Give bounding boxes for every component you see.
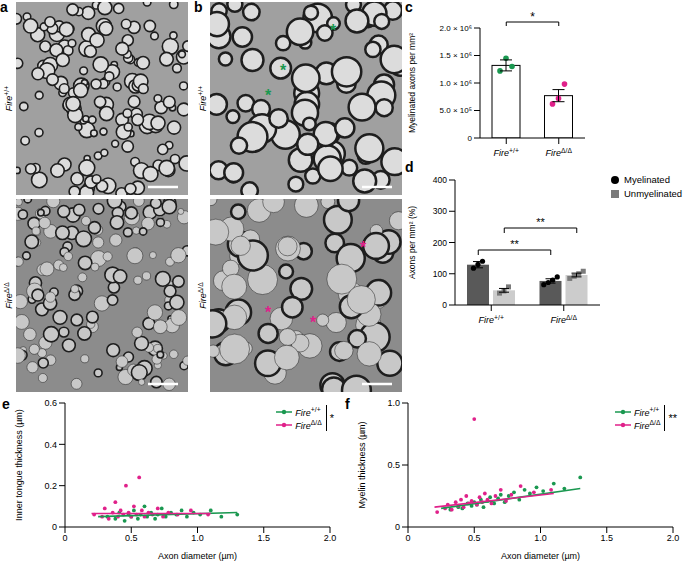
- svg-text:FireΔ/Δ: FireΔ/Δ: [197, 282, 208, 309]
- svg-text:0: 0: [52, 522, 57, 532]
- svg-text:Fire+/+: Fire+/+: [494, 147, 519, 158]
- svg-text:Axons per mm² (%): Axons per mm² (%): [407, 206, 417, 279]
- svg-text:200: 200: [433, 238, 447, 248]
- svg-text:FireΔ/Δ: FireΔ/Δ: [551, 314, 578, 325]
- html-text:a: a: [0, 0, 8, 15]
- html-text:d: d: [405, 159, 414, 175]
- html-text:Unmyelinated: Unmyelinated: [624, 188, 683, 199]
- svg-text:400: 400: [433, 175, 447, 185]
- svg-text:0: 0: [405, 533, 410, 543]
- svg-text:Axon diameter (µm): Axon diameter (µm): [158, 551, 237, 561]
- svg-text:0: 0: [442, 300, 447, 310]
- html-text:c: c: [405, 0, 413, 15]
- html-text:b: b: [194, 0, 203, 15]
- svg-text:*: *: [530, 10, 535, 24]
- svg-text:Fire+/+: Fire+/+: [197, 86, 208, 111]
- svg-text:**: **: [510, 238, 519, 250]
- svg-text:**: **: [536, 216, 545, 228]
- svg-text:0.5: 0.5: [387, 460, 400, 470]
- svg-text:2.0: 2.0: [667, 533, 680, 543]
- html-text:FireΔ/Δ: FireΔ/Δ: [634, 418, 661, 431]
- svg-text:FireΔ/Δ: FireΔ/Δ: [3, 282, 14, 309]
- html-text:Myelinated: Myelinated: [624, 174, 670, 185]
- svg-text:Myelinated axons per mm²: Myelinated axons per mm²: [407, 33, 417, 133]
- svg-text:Axon diameter (µm): Axon diameter (µm): [501, 551, 580, 561]
- svg-text:0.2: 0.2: [44, 481, 57, 491]
- svg-text:Fire+/+: Fire+/+: [3, 86, 14, 111]
- svg-text:100: 100: [433, 269, 447, 279]
- svg-text:1.0: 1.0: [534, 533, 547, 543]
- svg-text:300: 300: [433, 206, 447, 216]
- svg-text:0: 0: [468, 134, 473, 143]
- svg-text:2.0 × 10⁶: 2.0 × 10⁶: [440, 24, 472, 33]
- svg-text:FireΔ/Δ: FireΔ/Δ: [546, 147, 573, 158]
- svg-text:0.4: 0.4: [44, 440, 57, 450]
- svg-text:1.0 × 10⁶: 1.0 × 10⁶: [440, 79, 472, 88]
- svg-text:1.5: 1.5: [257, 533, 270, 543]
- svg-text:0.5: 0.5: [125, 533, 138, 543]
- svg-text:2.0: 2.0: [324, 533, 337, 543]
- html-text:Fire+/+: Fire+/+: [634, 405, 660, 418]
- svg-text:Myelin thickness (µm): Myelin thickness (µm): [357, 421, 367, 508]
- html-text:FireΔ/Δ: FireΔ/Δ: [295, 418, 322, 431]
- svg-text:Inner tongue thickness (µm): Inner tongue thickness (µm): [14, 409, 24, 521]
- html-text:Fire+/+: Fire+/+: [295, 405, 321, 418]
- svg-text:1.0: 1.0: [387, 398, 400, 408]
- html-text:e: e: [2, 396, 10, 412]
- html-text:f: f: [345, 396, 350, 412]
- svg-text:1.0: 1.0: [191, 533, 204, 543]
- svg-text:0: 0: [395, 522, 400, 532]
- svg-text:1.5: 1.5: [600, 533, 613, 543]
- svg-text:5.0 × 10⁵: 5.0 × 10⁵: [440, 106, 472, 115]
- svg-text:0: 0: [62, 533, 67, 543]
- svg-text:0.5: 0.5: [468, 533, 481, 543]
- svg-text:0.6: 0.6: [44, 398, 57, 408]
- svg-text:1.5 × 10⁶: 1.5 × 10⁶: [440, 51, 472, 60]
- svg-text:Fire+/+: Fire+/+: [479, 314, 504, 325]
